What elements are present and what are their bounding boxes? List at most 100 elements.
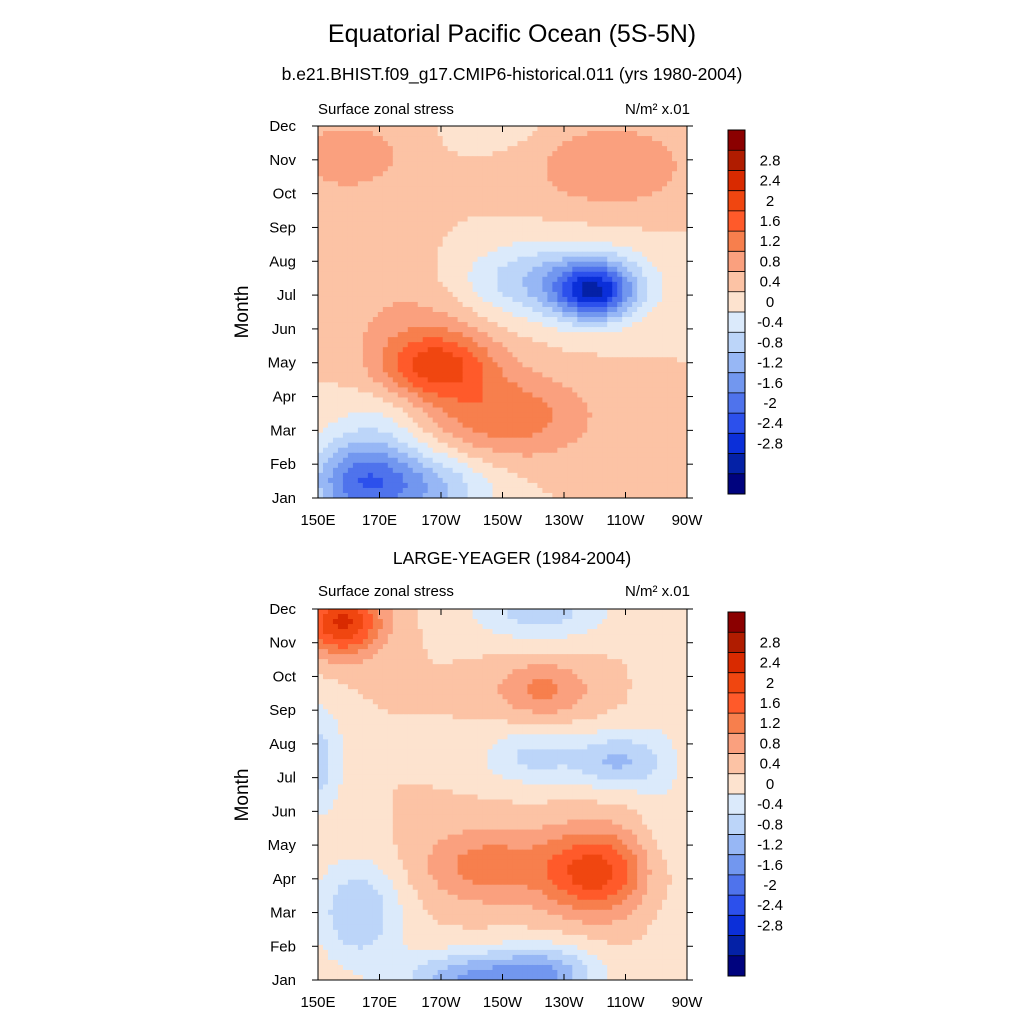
contour-cell — [517, 146, 524, 152]
contour-cell — [592, 301, 598, 308]
contour-cell — [492, 347, 499, 353]
contour-cell — [337, 136, 344, 142]
contour-cell — [512, 176, 519, 182]
contour-cell — [547, 312, 553, 318]
contour-cell — [492, 251, 499, 258]
contour-cell — [377, 372, 384, 378]
contour-cell — [447, 276, 454, 283]
contour-cell — [652, 181, 658, 187]
contour-cell — [582, 131, 588, 137]
contour-cell — [607, 146, 613, 152]
contour-cell — [592, 382, 598, 389]
contour-cell — [332, 236, 339, 243]
contour-cell — [392, 317, 399, 323]
contour-cell — [657, 156, 663, 162]
contour-cell — [457, 457, 464, 464]
contour-cell — [447, 246, 454, 253]
contour-cell — [402, 392, 409, 399]
contour-cell — [377, 176, 384, 182]
contour-cell — [582, 231, 588, 238]
contour-cell — [557, 432, 563, 439]
contour-cell — [417, 442, 424, 449]
contour-cell — [327, 211, 334, 218]
contour-cell — [542, 352, 548, 358]
contour-cell — [397, 211, 404, 218]
contour-cell — [612, 397, 618, 404]
contour-cell — [497, 276, 504, 283]
contour-cell — [357, 256, 364, 263]
contour-cell — [542, 251, 548, 258]
contour-cell — [652, 201, 658, 208]
contour-cell — [582, 276, 588, 283]
contour-cell — [457, 397, 464, 404]
contour-cell — [432, 367, 439, 373]
contour-cell — [377, 156, 384, 162]
contour-cell — [427, 306, 434, 313]
contour-cell — [507, 211, 514, 218]
contour-cell — [492, 176, 499, 182]
contour-cell — [577, 342, 583, 348]
contour-cell — [332, 447, 339, 454]
contour-cell — [318, 176, 324, 182]
contour-cell — [437, 171, 444, 177]
contour-cell — [512, 306, 519, 313]
contour-cell — [657, 382, 663, 389]
contour-cell — [417, 181, 424, 187]
contour-cell — [362, 151, 369, 157]
contour-cell — [437, 402, 444, 409]
contour-cell — [562, 196, 568, 203]
contour-cell — [482, 161, 489, 167]
contour-cell — [662, 161, 668, 167]
contour-cell — [432, 151, 439, 157]
contour-cell — [552, 387, 558, 394]
contour-cell — [527, 447, 534, 454]
contour-cell — [632, 422, 638, 429]
contour-cell — [432, 286, 439, 293]
contour-cell — [432, 231, 439, 238]
contour-cell — [537, 126, 543, 132]
contour-cell — [602, 126, 608, 132]
contour-cell — [527, 427, 534, 434]
contour-cell — [562, 266, 568, 273]
contour-cell — [322, 457, 329, 464]
contour-cell — [647, 181, 653, 187]
contour-cell — [387, 251, 394, 258]
contour-cell — [607, 347, 613, 353]
contour-cell — [522, 291, 529, 298]
contour-cell — [517, 392, 524, 399]
contour-cell — [437, 427, 444, 434]
contour-cell — [502, 296, 509, 303]
contour-cell — [507, 402, 514, 409]
contour-cell — [572, 226, 578, 233]
contour-cell — [387, 422, 394, 429]
contour-cell — [682, 241, 687, 248]
contour-cell — [507, 407, 514, 414]
contour-cell — [392, 387, 399, 394]
contour-cell — [582, 196, 588, 203]
contour-cell — [392, 352, 399, 358]
contour-cell — [447, 357, 454, 363]
contour-cell — [362, 317, 369, 323]
contour-cell — [482, 131, 489, 137]
contour-cell — [477, 462, 484, 469]
contour-cell — [607, 457, 613, 464]
contour-cell — [342, 447, 349, 454]
contour-cell — [647, 337, 653, 343]
contour-cell — [397, 342, 404, 348]
contour-cell — [547, 261, 553, 268]
contour-cell — [547, 342, 553, 348]
contour-cell — [412, 231, 419, 238]
contour-cell — [672, 261, 678, 268]
contour-cell — [362, 131, 369, 137]
contour-cell — [452, 417, 459, 424]
contour-cell — [437, 377, 444, 383]
contour-cell — [547, 291, 553, 298]
contour-cell — [412, 276, 419, 283]
contour-cell — [457, 437, 464, 444]
contour-cell — [637, 457, 643, 464]
contour-cell — [402, 256, 409, 263]
contour-cell — [447, 462, 454, 469]
contour-cell — [677, 417, 683, 424]
contour-cell — [677, 447, 683, 454]
contour-cell — [532, 442, 539, 449]
